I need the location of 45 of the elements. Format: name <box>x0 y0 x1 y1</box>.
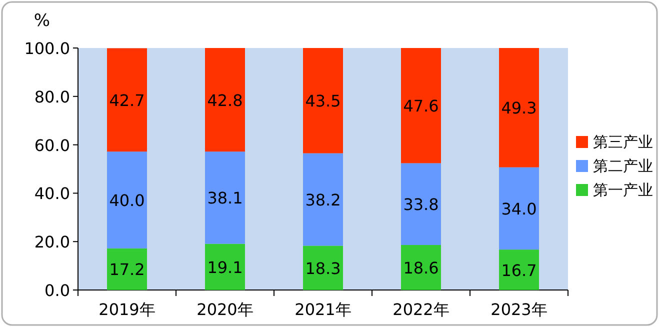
legend-label: 第一产业 <box>593 181 653 199</box>
x-tick-label: 2021年 <box>294 300 352 319</box>
y-tick-label: 20.0 <box>34 232 70 252</box>
data-label: 38.1 <box>207 188 243 208</box>
bar <box>303 246 343 290</box>
data-label: 17.2 <box>109 260 145 280</box>
data-label: 34.0 <box>501 199 537 218</box>
data-label: 18.3 <box>305 258 341 278</box>
legend-label: 第二产业 <box>593 157 653 175</box>
y-tick-label: 80.0 <box>34 87 70 106</box>
legend-label: 第三产业 <box>593 133 653 151</box>
data-label: 42.8 <box>207 90 243 110</box>
y-tick-label: 100.0 <box>24 39 70 58</box>
bar <box>205 244 245 290</box>
data-label: 42.7 <box>109 90 145 110</box>
bar <box>499 167 539 250</box>
data-label: 16.7 <box>501 260 537 280</box>
bar <box>205 152 245 244</box>
bar <box>401 163 441 245</box>
data-label: 19.1 <box>207 258 243 277</box>
bar <box>401 48 441 164</box>
y-tick-label: 0.0 <box>44 281 70 300</box>
bar <box>499 48 539 168</box>
bar <box>107 48 147 152</box>
y-axis-title: % <box>34 11 50 31</box>
data-label: 43.5 <box>305 92 341 111</box>
data-label: 18.6 <box>403 258 439 278</box>
x-tick-label: 2020年 <box>196 300 254 319</box>
data-label: 47.6 <box>403 96 439 116</box>
y-tick-label: 40.0 <box>34 184 70 204</box>
data-label: 49.3 <box>501 98 537 118</box>
bar <box>401 244 441 290</box>
x-tick-label: 2019年 <box>98 300 156 319</box>
bar <box>303 48 343 154</box>
bar <box>205 48 245 152</box>
bar <box>303 153 343 246</box>
bar <box>107 152 147 248</box>
y-tick-label: 60.0 <box>34 136 70 155</box>
bar <box>107 248 147 290</box>
x-tick-label: 2022年 <box>392 300 450 319</box>
data-label: 38.2 <box>305 190 341 210</box>
data-label: 40.0 <box>109 190 145 210</box>
bar <box>499 250 539 290</box>
x-tick-label: 2023年 <box>490 300 548 319</box>
data-label: 33.8 <box>403 195 439 214</box>
